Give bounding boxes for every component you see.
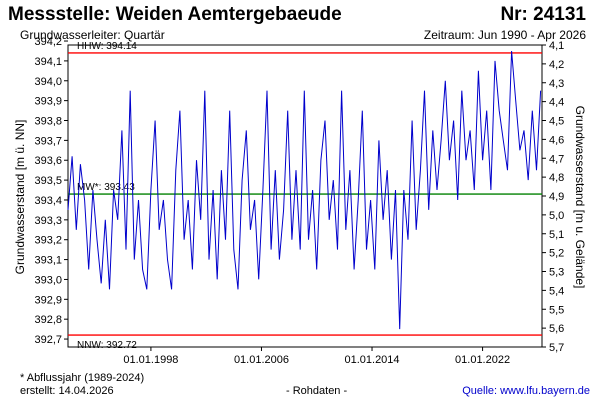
left-tick-label: 394,1: [34, 56, 62, 68]
station-number: Nr: 24131: [500, 4, 586, 25]
right-tick-label: 4,2: [549, 59, 564, 71]
left-tick-label: 393,8: [34, 116, 62, 128]
y-axis-label-left: Grundwasserstand [m ü. NN]: [13, 120, 27, 275]
left-tick-label: 392,8: [34, 314, 62, 326]
x-tick-label: 01.01.2006: [234, 354, 289, 366]
right-tick-label: 4,4: [549, 97, 564, 109]
left-tick-label: 393,6: [34, 155, 62, 167]
right-tick-label: 5,7: [549, 342, 564, 354]
left-tick-label: 392,9: [34, 294, 62, 306]
x-tick-label: 01.01.2022: [455, 354, 510, 366]
footnote: * Abflussjahr (1989-2024): [20, 372, 145, 384]
right-tick-label: 4,6: [549, 134, 564, 146]
right-tick-label: 5,0: [549, 210, 564, 222]
left-tick-label: 393,5: [34, 175, 62, 187]
period-label: Zeitraum: Jun 1990 - Apr 2026: [423, 28, 586, 42]
created-date: erstellt: 14.04.2026: [20, 385, 114, 397]
x-tick-label: 01.01.2014: [344, 354, 399, 366]
station-title: Messstelle: Weiden Aemtergebaeude: [8, 4, 342, 25]
left-tick-label: 393,3: [34, 215, 62, 227]
right-tick-label: 4,1: [549, 40, 564, 52]
right-tick-label: 4,3: [549, 78, 564, 90]
right-tick-label: 5,5: [549, 304, 564, 316]
left-tick-label: 394,2: [34, 36, 62, 48]
left-tick-label: 392,7: [34, 334, 62, 346]
reference-label: MW*: 393.43: [77, 182, 135, 193]
right-tick-label: 4,7: [549, 153, 564, 165]
x-tick-label: 01.01.1998: [123, 354, 178, 366]
left-tick-label: 393,7: [34, 135, 62, 147]
plot-frame: [67, 44, 543, 348]
right-tick-label: 5,6: [549, 323, 564, 335]
right-tick-label: 4,9: [549, 191, 564, 203]
right-tick-label: 5,4: [549, 285, 564, 297]
y-axis-label-right: Grundwasserstand [m u. Gelände]: [573, 106, 587, 289]
right-tick-label: 5,3: [549, 267, 564, 279]
left-tick-label: 393,9: [34, 96, 62, 108]
left-tick-label: 393,1: [34, 255, 62, 267]
left-tick-label: 394,0: [34, 76, 62, 88]
reference-label: HHW: 394.14: [77, 41, 137, 52]
right-tick-label: 5,2: [549, 248, 564, 260]
source-link[interactable]: Quelle: www.lfu.bayern.de: [462, 385, 590, 397]
right-tick-label: 4,8: [549, 172, 564, 184]
reference-label: NNW: 392.72: [77, 340, 137, 351]
groundwater-series-line: [67, 50, 542, 330]
aquifer-label: Grundwasserleiter: Quartär: [20, 28, 165, 42]
left-tick-label: 393,4: [34, 195, 62, 207]
right-tick-label: 5,1: [549, 229, 564, 241]
right-tick-label: 4,5: [549, 116, 564, 128]
left-tick-label: 393,2: [34, 235, 62, 247]
raw-data-label: - Rohdaten -: [286, 385, 348, 397]
left-tick-label: 393,0: [34, 274, 62, 286]
